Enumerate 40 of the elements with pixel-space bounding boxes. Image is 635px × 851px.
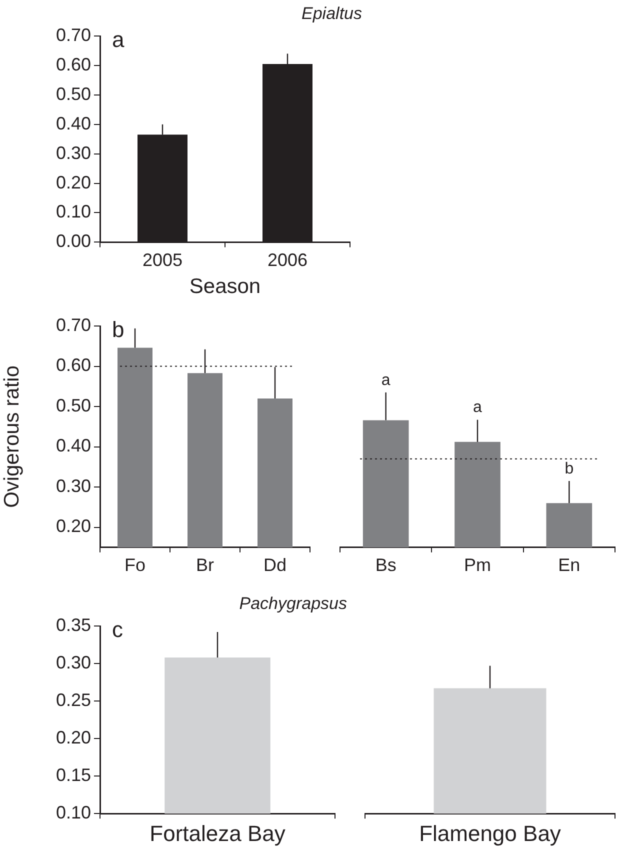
annotation: a: [473, 399, 482, 416]
y-tick-label: 0.10: [56, 802, 91, 823]
y-tick-label: 0.30: [56, 652, 91, 672]
y-tick-label: 0.40: [56, 436, 91, 456]
annotation: a: [381, 372, 390, 389]
x-tick-label: 2006: [267, 250, 308, 270]
annotation: b: [112, 317, 124, 342]
y-tick-label: 0.00: [56, 231, 91, 252]
y-tick-label: 0.70: [56, 24, 91, 45]
x-tick-label: Br: [196, 555, 214, 576]
y-tick-label: 0.40: [56, 113, 91, 134]
y-tick-label: 0.60: [56, 355, 91, 376]
y-tick-label: 0.20: [56, 728, 91, 748]
x-tick-label: Dd: [263, 555, 287, 576]
y-tick-label: 0.30: [56, 142, 91, 163]
x-tick-label: Fortaleza Bay: [150, 820, 286, 846]
y-axis-title: Ovigerous ratio: [0, 365, 24, 508]
y-tick-label: 0.15: [56, 765, 91, 786]
x-tick-label: En: [558, 555, 580, 576]
chart-title: Pachygrapsus: [239, 594, 348, 614]
chart-title: Epialtus: [302, 4, 362, 24]
y-tick-label: 0.20: [56, 516, 91, 536]
x-tick-label: Pm: [464, 555, 491, 576]
y-tick-label: 0.50: [56, 84, 91, 104]
x-axis-title: Season: [189, 275, 261, 298]
y-tick-label: 0.60: [56, 54, 91, 74]
y-tick-label: 0.50: [56, 395, 91, 416]
y-tick-label: 0.35: [56, 614, 91, 635]
annotation: a: [112, 27, 125, 52]
x-tick-label: 2005: [142, 250, 183, 270]
y-tick-label: 0.70: [56, 314, 91, 335]
x-tick-label: Fo: [124, 555, 146, 576]
y-tick-label: 0.30: [56, 476, 91, 496]
y-tick-label: 0.10: [56, 202, 91, 222]
x-tick-label: Flamengo Bay: [419, 820, 561, 846]
y-tick-label: 0.25: [56, 690, 91, 710]
text: c: [112, 617, 123, 642]
annotation: b: [564, 460, 574, 478]
x-tick-label: Bs: [375, 555, 396, 576]
y-tick-label: 0.20: [56, 172, 91, 192]
